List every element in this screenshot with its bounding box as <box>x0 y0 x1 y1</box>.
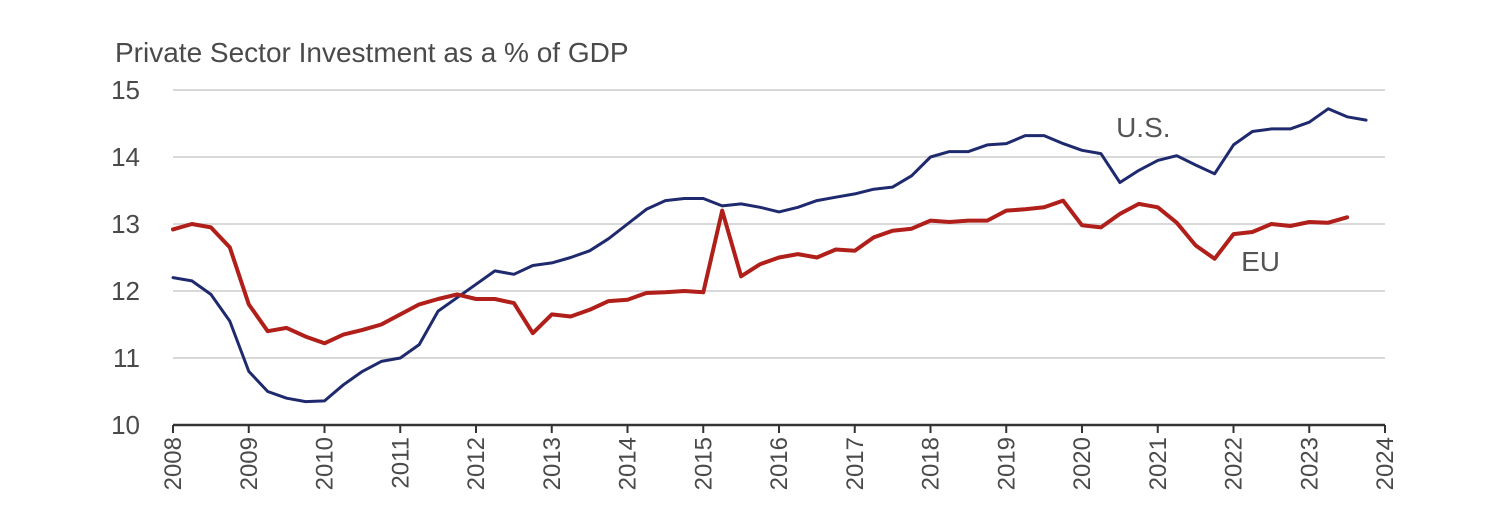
x-tick-label: 2012 <box>463 437 490 490</box>
y-tick-label: 11 <box>113 343 140 373</box>
x-tick-label: 2023 <box>1296 437 1323 490</box>
x-tick-label: 2010 <box>312 437 339 490</box>
y-axis-ticks: 10 11 12 13 14 15 <box>111 75 140 440</box>
series-label: U.S. <box>1116 112 1170 143</box>
series-label: EU <box>1241 246 1280 277</box>
y-tick-label: 12 <box>111 276 140 306</box>
x-tick-label: 2022 <box>1221 437 1248 490</box>
series-line-us <box>171 107 1368 404</box>
x-tick-label: 2024 <box>1372 437 1399 490</box>
x-tick-label: 2015 <box>690 437 717 490</box>
y-tick-label: 15 <box>111 75 140 105</box>
chart-title: Private Sector Investment as a % of GDP <box>115 37 629 68</box>
gridlines <box>173 89 1385 359</box>
x-tick-label: 2018 <box>918 437 945 490</box>
x-tick-label: 2008 <box>160 437 187 490</box>
x-tick-label: 2014 <box>615 437 642 490</box>
x-axis-ticks: 2008 2009 2010 2011 2012 2013 2014 2015 2016 2017… <box>160 423 1399 490</box>
series-lines <box>171 107 1368 404</box>
x-tick-label: 2016 <box>766 437 793 490</box>
x-tick-label: 2020 <box>1069 437 1096 490</box>
x-tick-label: 2019 <box>993 437 1020 490</box>
x-tick-label: 2011 <box>387 437 414 489</box>
x-tick-label: 2021 <box>1145 437 1172 490</box>
y-tick-label: 13 <box>111 209 140 239</box>
series-line-eu <box>171 198 1350 346</box>
x-tick-label: 2009 <box>236 437 263 490</box>
y-tick-label: 14 <box>111 142 140 172</box>
x-tick-label: 2017 <box>842 437 869 490</box>
series-labels: U.S. EU <box>1116 112 1280 277</box>
y-tick-label: 10 <box>111 410 140 440</box>
x-tick-label: 2013 <box>539 437 566 490</box>
